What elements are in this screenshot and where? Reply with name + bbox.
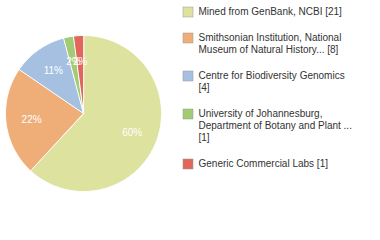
svg-text:2%: 2% bbox=[73, 56, 88, 67]
svg-text:60%: 60% bbox=[122, 127, 142, 138]
svg-text:University of Johannesburg,Dep: University of Johannesburg,Department of… bbox=[199, 108, 352, 143]
svg-text:Centre for Biodiversity Genomi: Centre for Biodiversity Genomics[4] bbox=[199, 70, 345, 93]
svg-text:Smithsonian Institution, Natio: Smithsonian Institution, NationalMuseum … bbox=[199, 32, 342, 55]
svg-text:11%: 11% bbox=[44, 65, 63, 76]
svg-text:22%: 22% bbox=[22, 114, 42, 125]
svg-text:Mined from GenBank, NCBI [21]: Mined from GenBank, NCBI [21] bbox=[199, 6, 343, 17]
svg-text:Generic Commercial Labs [1]: Generic Commercial Labs [1] bbox=[199, 158, 329, 169]
